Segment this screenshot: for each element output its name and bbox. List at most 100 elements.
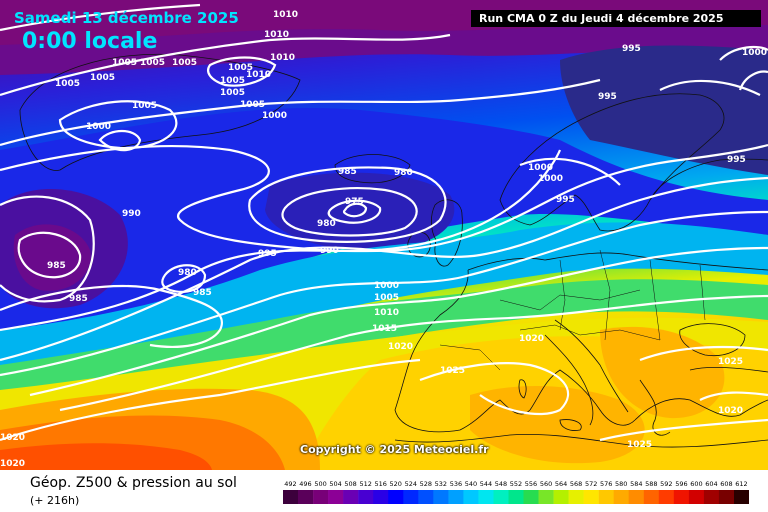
coastlines [19, 53, 768, 448]
isobar-label: 1025 [627, 440, 652, 450]
scale-swatch [508, 490, 524, 504]
isobar-label: 985 [338, 167, 357, 177]
scale-swatch [538, 490, 554, 504]
isobar-label: 1010 [273, 10, 298, 20]
isobar-label: 975 [345, 197, 364, 207]
scale-swatch [328, 490, 344, 504]
isobar-label: 1000 [374, 281, 399, 291]
isobar-label: 1005 [132, 101, 157, 111]
isobar-label: 980 [317, 219, 336, 229]
forecast-time: 0:00 locale [22, 29, 158, 54]
color-scale: 492 496 500 504 508 512 516 520 524 528 532 536 540 5… [283, 480, 749, 504]
scale-tick-label: 564 [555, 480, 567, 488]
scale-tick-label: 524 [405, 480, 417, 488]
scale-tick-label: 516 [374, 480, 386, 488]
scale-tick-label: 508 [344, 480, 356, 488]
scale-tick-label: 600 [690, 480, 702, 488]
scale-tick-label: 528 [420, 480, 432, 488]
scale-tick-label: 496 [299, 480, 311, 488]
legend-subtitle: (+ 216h) [30, 494, 80, 507]
isobar-label: 1000 [262, 111, 287, 121]
forecast-datetime: Samedi 13 décembre 2025 0:00 locale [14, 9, 239, 54]
isobar-label: 995 [598, 92, 617, 102]
scale-swatch [673, 490, 690, 504]
scale-tick-label: 512 [359, 480, 371, 488]
isobar-label: 1000 [528, 163, 553, 173]
isobar-label: 1020 [519, 334, 544, 344]
isobar-label: 1005 [140, 58, 165, 68]
isobar-label: 995 [258, 249, 277, 259]
isobar-label: 985 [69, 294, 88, 304]
forecast-date: Samedi 13 décembre 2025 [14, 9, 239, 27]
scale-swatch [643, 490, 660, 504]
legend-title: Géop. Z500 & pression au sol [30, 475, 237, 491]
scale-tick-label: 552 [510, 480, 522, 488]
isobar-label: 1020 [718, 406, 743, 416]
scale-tick-label: 612 [735, 480, 747, 488]
isobar-label: 1005 [172, 58, 197, 68]
isobar-label: 995 [622, 44, 641, 54]
isobar-label: 1005 [90, 73, 115, 83]
scale-swatch [448, 490, 464, 504]
scale-tick-label: 596 [675, 480, 687, 488]
scale-tick-label: 504 [329, 480, 341, 488]
scale-tick-label: 580 [615, 480, 627, 488]
scale-swatch [358, 490, 374, 504]
isobar-label: 1020 [388, 342, 413, 352]
scale-tick-label: 536 [450, 480, 462, 488]
scale-swatch [658, 490, 675, 504]
scale-swatch [583, 490, 599, 504]
scale-swatch [403, 490, 419, 504]
isobar-label: 1005 [374, 293, 399, 303]
scale-swatch [493, 490, 509, 504]
scale-tick-label: 572 [585, 480, 597, 488]
isobar-label: 1005 [228, 63, 253, 73]
scale-tick-label: 592 [660, 480, 672, 488]
scale-swatch [283, 490, 299, 504]
scale-swatch [313, 490, 329, 504]
scale-tick-label: 500 [314, 480, 326, 488]
isobar-label: 1005 [220, 88, 245, 98]
scale-tick-label: 520 [389, 480, 401, 488]
scale-swatch [388, 490, 404, 504]
weather-map: 1010 1010 1010 1005 1005 1005 1005 1005 … [0, 0, 768, 470]
scale-swatch [613, 490, 629, 504]
scale-swatch [553, 490, 569, 504]
scale-swatch [718, 490, 735, 504]
scale-tick-label: 604 [705, 480, 717, 488]
isobar-label: 990 [122, 209, 141, 219]
scale-tick-label: 568 [570, 480, 582, 488]
scale-swatch [298, 490, 314, 504]
scale-swatch [418, 490, 434, 504]
isobars [0, 3, 768, 442]
scale-swatch [688, 490, 705, 504]
scale-swatch [598, 490, 614, 504]
scale-swatch [568, 490, 584, 504]
scale-swatch [433, 490, 449, 504]
isobar-label: 985 [47, 261, 66, 271]
scale-tick-label: 492 [284, 480, 296, 488]
run-banner: Run CMA 0 Z du Jeudi 4 décembre 2025 [471, 10, 761, 27]
copyright-notice: Copyright © 2025 Meteociel.fr [300, 443, 489, 456]
isobar-label: 1020 [0, 433, 25, 443]
isobar-label: 1010 [270, 53, 295, 63]
isobar-label: 1005 [220, 76, 245, 86]
scale-tick-label: 540 [465, 480, 477, 488]
isobar-label: 990 [320, 246, 339, 256]
scale-swatch [373, 490, 389, 504]
isobar-label: 985 [193, 288, 212, 298]
isobar-label: 1005 [240, 100, 265, 110]
isobar-label: 1025 [440, 366, 465, 376]
isobar-labels: 1010 1010 1010 1005 1005 1005 1005 1005 … [0, 10, 767, 469]
scale-tick-label: 588 [645, 480, 657, 488]
scale-tick-label: 556 [525, 480, 537, 488]
scale-tick-label: 532 [435, 480, 447, 488]
isobar-label: 1010 [264, 30, 289, 40]
scale-tick-label: 584 [630, 480, 642, 488]
scale-tick-label: 560 [540, 480, 552, 488]
scale-tick-label: 608 [720, 480, 732, 488]
scale-tick-label: 548 [495, 480, 507, 488]
scale-swatch [703, 490, 720, 504]
isobar-label: 1000 [538, 174, 563, 184]
isobar-label: 1000 [86, 122, 111, 132]
